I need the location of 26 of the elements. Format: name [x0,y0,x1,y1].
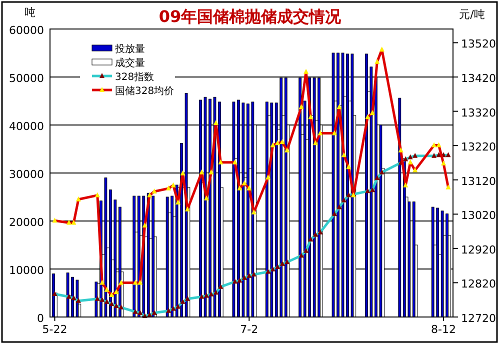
x-tick-label: 8-12 [431,323,456,336]
legend-label: 国储328均价 [115,85,174,97]
y-tick-label: 0 [37,312,44,325]
legend-label: 投放量 [114,43,145,55]
x-tick-label: 7-2 [240,323,258,336]
y-tick-label: 40000 [9,120,44,133]
y-axis-title: 吨 [24,6,36,19]
y-tick-label: 10000 [9,264,44,277]
y2-axis-title: 元/吨 [459,8,485,21]
y2-tick-label: 12720 [461,312,496,325]
y2-tick-label: 13420 [461,72,496,85]
y-tick-label: 30000 [9,168,44,181]
y2-tick-label: 13320 [461,106,496,120]
x-tick-label: 5-22 [42,323,68,336]
y2-tick-label: 13520 [461,38,496,51]
y-tick-label: 60000 [9,24,44,37]
y2-tick-label: 13220 [461,140,496,154]
legend-label: 328指数 [115,71,154,83]
y-tick-label: 50000 [9,72,44,85]
y2-tick-label: 13020 [461,209,496,222]
y2-tick-label: 12920 [461,243,496,256]
y-tick-label: 20000 [9,216,44,229]
y2-tick-label: 13120 [461,174,496,188]
chart-title: 09年国储棉抛储成交情况 [158,7,342,26]
y2-tick-label: 12820 [461,278,496,291]
legend-label: 成交量 [115,57,145,69]
